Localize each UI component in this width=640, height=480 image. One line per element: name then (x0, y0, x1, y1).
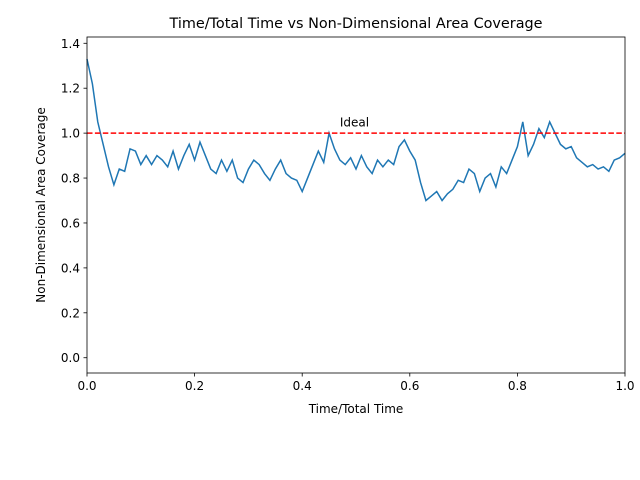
y-tick-label: 0.8 (61, 172, 80, 186)
x-tick-label: 0.8 (508, 379, 527, 393)
x-tick-label: 0.2 (185, 379, 204, 393)
x-tick-label: 1.0 (615, 379, 634, 393)
chart-title: Time/Total Time vs Non-Dimensional Area … (168, 16, 542, 32)
y-tick-label: 0.6 (61, 216, 80, 230)
annotation: Ideal (340, 115, 369, 129)
y-tick-label: 0.0 (61, 351, 80, 365)
data-line (86, 58, 626, 202)
x-axis-label: Time/Total Time (308, 402, 404, 416)
y-axis-label: Non-Dimensional Area Coverage (34, 107, 48, 302)
y-tick-label: 1.2 (61, 82, 80, 96)
y-tick-label: 1.4 (61, 37, 80, 51)
x-tick-label: 0.4 (293, 379, 312, 393)
axes-frame (86, 36, 626, 374)
y-tick-label: 1.0 (61, 127, 80, 141)
y-tick-label: 0.4 (61, 261, 80, 275)
x-tick-label: 0.6 (400, 379, 419, 393)
x-tick-label: 0.0 (77, 379, 96, 393)
y-tick-label: 0.2 (61, 306, 80, 320)
